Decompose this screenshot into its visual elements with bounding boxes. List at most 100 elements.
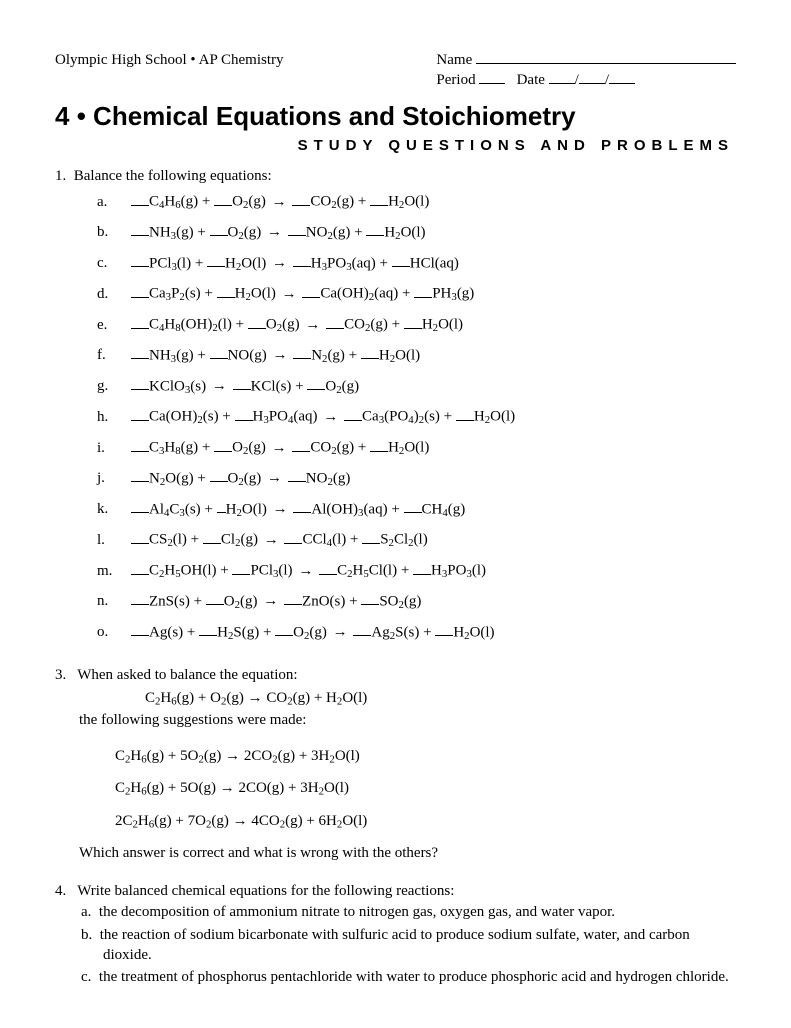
date-d[interactable] <box>579 83 605 84</box>
eq-body: C3H8(g) + O2(g) → CO2(g) + H2O(l) <box>131 437 429 458</box>
coef-blank[interactable] <box>131 376 149 391</box>
coef-blank[interactable] <box>404 499 422 514</box>
q3-num: 3. <box>55 667 66 683</box>
bullet: • <box>190 52 195 68</box>
chapter-title: 4 • Chemical Equations and Stoichiometry <box>55 99 736 134</box>
header-right: Name Period Date // <box>436 50 736 91</box>
coef-blank[interactable] <box>233 376 251 391</box>
coef-blank[interactable] <box>210 222 228 237</box>
coef-blank[interactable] <box>206 591 224 606</box>
coef-blank[interactable] <box>203 529 221 544</box>
coef-blank[interactable] <box>370 191 388 206</box>
coef-blank[interactable] <box>293 253 311 268</box>
coef-blank[interactable] <box>366 222 384 237</box>
coef-blank[interactable] <box>232 560 250 575</box>
worksheet-page: Olympic High School • AP Chemistry Name … <box>0 0 791 1028</box>
coef-blank[interactable] <box>131 253 149 268</box>
coef-blank[interactable] <box>361 345 379 360</box>
coef-blank[interactable] <box>131 560 149 575</box>
title-bullet: • <box>77 101 86 131</box>
eq-body: NH3(g) + O2(g) → NO2(g) + H2O(l) <box>131 222 426 243</box>
coef-blank[interactable] <box>456 406 474 421</box>
period-blank[interactable] <box>479 83 505 84</box>
q1-num: 1. <box>55 168 66 184</box>
q1-instruction: 1. Balance the following equations: <box>77 166 736 186</box>
date-y[interactable] <box>609 83 635 84</box>
coef-blank[interactable] <box>131 222 149 237</box>
coef-blank[interactable] <box>131 468 149 483</box>
coef-blank[interactable] <box>435 622 453 637</box>
q4-intro-line: 4. Write balanced chemical equations for… <box>79 881 736 901</box>
coef-blank[interactable] <box>131 345 149 360</box>
eq-body: Ag(s) + H2S(g) + O2(g) → Ag2S(s) + H2O(l… <box>131 622 495 643</box>
coef-blank[interactable] <box>293 345 311 360</box>
coef-blank[interactable] <box>210 345 228 360</box>
coef-blank[interactable] <box>275 622 293 637</box>
coef-blank[interactable] <box>326 314 344 329</box>
coef-blank[interactable] <box>131 314 149 329</box>
coef-blank[interactable] <box>361 591 379 606</box>
coef-blank[interactable] <box>131 529 149 544</box>
coef-blank[interactable] <box>131 591 149 606</box>
coef-blank[interactable] <box>284 529 302 544</box>
coef-blank[interactable] <box>131 437 149 452</box>
coef-blank[interactable] <box>248 314 266 329</box>
coef-blank[interactable] <box>362 529 380 544</box>
coef-blank[interactable] <box>207 253 225 268</box>
coef-blank[interactable] <box>344 406 362 421</box>
coef-blank[interactable] <box>292 191 310 206</box>
eq-body: Ca3P2(s) + H2O(l) → Ca(OH)2(aq) + PH3(g) <box>131 283 474 304</box>
eq-body: ZnS(s) + O2(g) → ZnO(s) + SO2(g) <box>131 591 421 612</box>
q3-option: 2C2H6(g) + 7O2(g) → 4CO2(g) + 6H2O(l) <box>115 805 736 837</box>
coef-blank[interactable] <box>392 253 410 268</box>
coef-blank[interactable] <box>131 406 149 421</box>
q3-equation: C2H6(g) + O2(g) → CO2(g) + H2O(l) <box>145 686 736 710</box>
coef-blank[interactable] <box>288 468 306 483</box>
q1-equation-list: a.C4H6(g) + O2(g) → CO2(g) + H2O(l)b.NH3… <box>97 186 736 647</box>
coef-blank[interactable] <box>131 622 149 637</box>
coef-blank[interactable] <box>217 283 235 298</box>
coef-blank[interactable] <box>307 376 325 391</box>
q4-num: 4. <box>55 883 66 899</box>
school-course: Olympic High School • AP Chemistry <box>55 50 284 91</box>
coef-blank[interactable] <box>217 499 226 514</box>
eq-label: n. <box>97 591 131 611</box>
date-m[interactable] <box>549 83 575 84</box>
coef-blank[interactable] <box>302 283 320 298</box>
coef-blank[interactable] <box>404 314 422 329</box>
q4-item-text: the treatment of phosphorus pentachlorid… <box>99 969 729 985</box>
eq-body: KClO3(s) → KCl(s) + O2(g) <box>131 376 359 397</box>
name-line: Name <box>436 50 736 70</box>
coef-blank[interactable] <box>293 499 311 514</box>
coef-blank[interactable] <box>353 622 371 637</box>
coef-blank[interactable] <box>292 437 310 452</box>
coef-blank[interactable] <box>131 191 149 206</box>
equation-row: o.Ag(s) + H2S(g) + O2(g) → Ag2S(s) + H2O… <box>97 617 736 648</box>
eq-label: c. <box>97 253 131 273</box>
name-label: Name <box>436 52 472 68</box>
coef-blank[interactable] <box>235 406 253 421</box>
period-label: Period <box>436 72 475 88</box>
eq-label: b. <box>97 222 131 242</box>
coef-blank[interactable] <box>370 437 388 452</box>
coef-blank[interactable] <box>413 560 431 575</box>
eq-label: a. <box>97 192 131 212</box>
coef-blank[interactable] <box>214 191 232 206</box>
eq-body: C4H8(OH)2(l) + O2(g) → CO2(g) + H2O(l) <box>131 314 463 335</box>
coef-blank[interactable] <box>131 283 149 298</box>
coef-blank[interactable] <box>288 222 306 237</box>
q4-intro: Write balanced chemical equations for th… <box>77 883 454 899</box>
coef-blank[interactable] <box>131 499 149 514</box>
header-row: Olympic High School • AP Chemistry Name … <box>55 50 736 91</box>
title-num: 4 <box>55 101 69 131</box>
coef-blank[interactable] <box>199 622 217 637</box>
coef-blank[interactable] <box>284 591 302 606</box>
q4-item: c. the treatment of phosphorus pentachlo… <box>103 966 736 988</box>
q3-intro-line: 3. When asked to balance the equation: <box>79 665 736 685</box>
coef-blank[interactable] <box>319 560 337 575</box>
name-blank[interactable] <box>476 63 736 64</box>
eq-label: e. <box>97 315 131 335</box>
coef-blank[interactable] <box>210 468 228 483</box>
coef-blank[interactable] <box>414 283 432 298</box>
coef-blank[interactable] <box>214 437 232 452</box>
